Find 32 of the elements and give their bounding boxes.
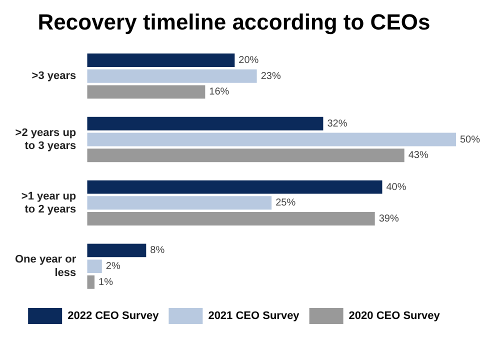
data-label: 50% xyxy=(460,134,480,146)
legend-label: 2020 CEO Survey xyxy=(348,310,441,322)
bar xyxy=(87,148,404,162)
bar xyxy=(87,180,382,194)
y-tick-label: >1 year up to 2 years xyxy=(21,190,76,216)
bar xyxy=(87,54,235,67)
legend-label: 2021 CEO Survey xyxy=(208,310,300,322)
data-label: 25% xyxy=(276,198,296,209)
bar xyxy=(87,196,272,210)
data-label: 20% xyxy=(238,55,259,66)
bar xyxy=(87,132,456,146)
data-label: 43% xyxy=(408,150,428,162)
chart-title: Recovery timeline according to CEOs xyxy=(38,9,430,34)
y-tick-label: >3 years xyxy=(32,70,76,82)
data-label: 23% xyxy=(260,70,281,82)
data-label: 39% xyxy=(378,214,399,224)
y-tick-label: One year or less xyxy=(15,254,77,279)
y-tick-label: >2 years up to 3 years xyxy=(15,126,76,152)
bar xyxy=(87,212,375,226)
bar xyxy=(87,260,102,274)
legend-label: 2022 CEO Survey xyxy=(68,310,160,322)
data-label: 40% xyxy=(386,182,406,193)
bar xyxy=(87,275,95,289)
bar xyxy=(87,244,146,258)
data-label: 16% xyxy=(209,86,230,98)
data-label: 32% xyxy=(327,118,348,130)
data-label: 8% xyxy=(150,245,165,256)
bar xyxy=(87,85,206,99)
bar xyxy=(87,69,257,83)
data-label: 2% xyxy=(106,261,120,272)
data-label: 1% xyxy=(98,276,114,288)
bar xyxy=(87,116,324,130)
